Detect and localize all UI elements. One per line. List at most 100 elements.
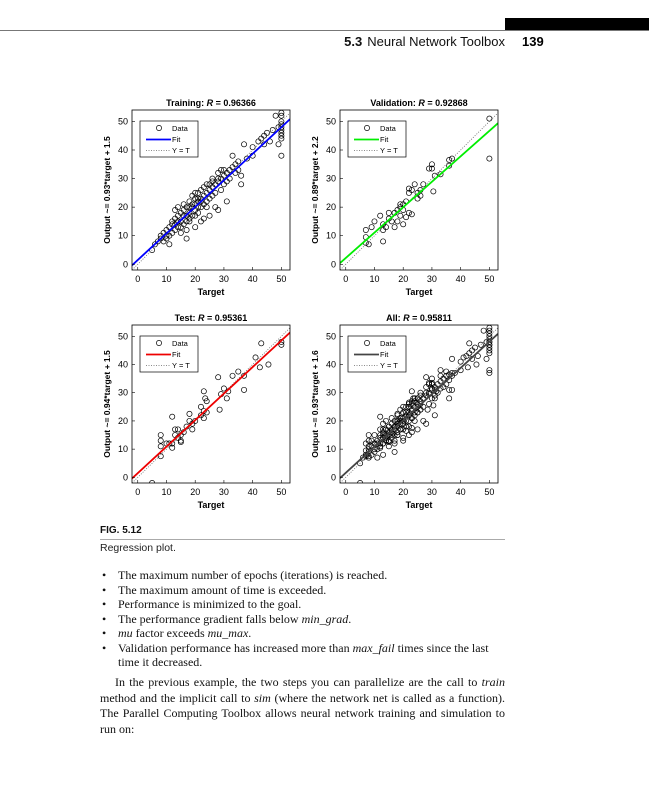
- data-point: [388, 432, 395, 438]
- list-item: • Performance is minimized to the goal.: [100, 597, 510, 612]
- title-prefix: Training:: [166, 98, 207, 108]
- data-point: [411, 398, 418, 405]
- body-paragraph: In the previous example, the two steps y…: [100, 675, 505, 737]
- text: times since the last time it decreased.: [118, 640, 489, 670]
- header-rule: [0, 30, 649, 31]
- legend: Data Fit Y = T: [347, 120, 407, 158]
- data-point: [172, 426, 179, 433]
- x-axis-label: Target: [198, 287, 225, 297]
- y-tick-label: 0: [331, 472, 336, 482]
- x-tick-label: 10: [369, 274, 379, 284]
- r-symbol: R: [198, 313, 205, 323]
- running-header: 5.3 Neural Network Toolbox: [0, 34, 505, 49]
- data-point: [157, 453, 164, 460]
- data-point: [186, 218, 193, 225]
- data-point: [377, 444, 384, 451]
- data-point: [443, 368, 450, 375]
- data-point: [383, 426, 389, 433]
- data-point: [229, 152, 236, 159]
- chart-title: All: R = 0.95811: [386, 313, 452, 323]
- y-tick-label: 20: [326, 416, 336, 426]
- x-tick-label: 0: [135, 274, 140, 284]
- data-point: [183, 218, 190, 225]
- legend-entry: Data: [380, 339, 397, 348]
- data-point: [403, 214, 410, 221]
- page-number: 139: [522, 34, 544, 49]
- text: factor exceeds: [132, 626, 208, 640]
- x-tick-label: 40: [248, 487, 258, 497]
- title-prefix: All:: [386, 313, 403, 323]
- data-point: [183, 235, 190, 242]
- x-tick-label: 20: [190, 487, 200, 497]
- data-point: [400, 434, 407, 441]
- data-point: [223, 395, 230, 402]
- identity-line: [132, 112, 290, 270]
- data-point: [397, 212, 404, 219]
- data-point: [177, 439, 184, 446]
- y-axis-label: Output ~= 0.94*target + 1.5: [102, 350, 112, 458]
- data-point: [216, 406, 223, 413]
- data-point: [433, 388, 440, 395]
- data-point: [278, 341, 285, 348]
- data-point: [411, 395, 418, 402]
- data-point: [405, 399, 412, 406]
- data-point: [431, 392, 438, 399]
- text: .: [248, 626, 252, 640]
- y-tick-label: 20: [118, 202, 128, 212]
- x-tick-label: 0: [135, 487, 140, 497]
- data-point: [486, 347, 493, 354]
- data-point: [362, 447, 369, 454]
- data-point: [428, 375, 435, 382]
- y-tick-label: 40: [326, 145, 336, 155]
- data-point: [365, 443, 372, 450]
- data-point: [423, 374, 430, 381]
- y-tick-label: 50: [326, 331, 336, 341]
- regression-plots: 0 10 20 30 40 50 0 10 20 30 40 50 Training: R = 0.96…: [102, 98, 499, 510]
- data-point: [269, 127, 276, 133]
- data-point: [278, 124, 285, 131]
- section-title: Neural Network Toolbox: [367, 34, 505, 49]
- list-item: • The performance gradient falls below mi…: [100, 612, 510, 627]
- code-term: mu: [118, 626, 133, 640]
- data-point: [365, 432, 372, 438]
- data-point: [238, 172, 245, 179]
- data-point: [400, 221, 407, 228]
- data-point: [446, 157, 453, 163]
- data-point: [486, 367, 493, 374]
- legend-entry: Y = T: [172, 146, 190, 155]
- legend: Data Fit Y = T: [347, 335, 407, 373]
- y-tick-label: 30: [326, 174, 336, 184]
- bullet-icon: •: [102, 626, 107, 640]
- data-point: [183, 227, 190, 233]
- data-point: [428, 385, 435, 392]
- data-point: [200, 388, 207, 395]
- data-point: [377, 212, 384, 219]
- data-point: [365, 437, 372, 444]
- data-point: [166, 241, 173, 248]
- data-point: [371, 432, 378, 438]
- data-point: [258, 340, 265, 347]
- x-tick-label: 20: [190, 274, 200, 284]
- data-point: [414, 426, 421, 433]
- bullet-icon: •: [102, 582, 107, 597]
- legend-entry: Fit: [172, 135, 181, 144]
- data-point: [177, 437, 184, 444]
- data-point: [278, 118, 285, 125]
- r-value: = 0.95811: [410, 313, 452, 323]
- fit-line: [132, 331, 290, 480]
- fit-line: [340, 333, 498, 479]
- data-point: [195, 195, 202, 202]
- y-tick-label: 30: [118, 388, 128, 398]
- data-point: [403, 427, 410, 434]
- data-point: [397, 201, 404, 208]
- legend-entry: Y = T: [172, 361, 190, 370]
- data-point: [157, 432, 164, 438]
- data-point: [405, 423, 412, 430]
- r-symbol: R: [403, 313, 410, 323]
- code-term: max_fail: [352, 640, 395, 655]
- data-point: [431, 395, 438, 402]
- regression-chart-3: 0 10 20 30 40 50 0 10 20 30 40 50 All: R = 0.95811 Ta…: [310, 313, 499, 510]
- data-point: [238, 181, 245, 188]
- y-tick-label: 30: [326, 388, 336, 398]
- text: method and the implicit call to: [100, 690, 255, 705]
